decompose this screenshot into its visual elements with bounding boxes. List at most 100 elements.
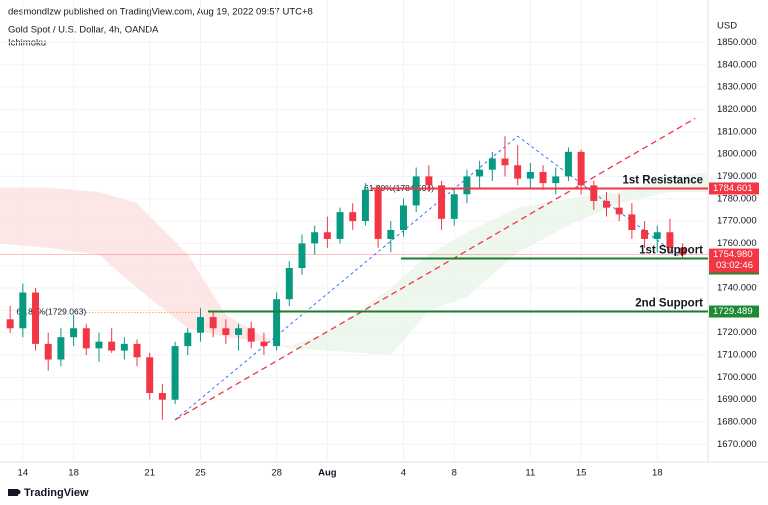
trend-line	[174, 135, 683, 421]
candle-body	[196, 317, 204, 333]
candle-body	[666, 232, 674, 248]
y-tick-label: 1790.000	[717, 171, 757, 182]
x-tick-label: 21	[144, 468, 155, 479]
candle-body	[577, 151, 585, 186]
candle-body	[298, 243, 306, 268]
candle-body	[95, 341, 103, 349]
cloud	[187, 254, 226, 338]
publisher: desmondlzw published on TradingView.com,…	[8, 7, 313, 18]
candle-body	[412, 176, 420, 206]
level-label: 2nd Support	[635, 298, 703, 310]
y-tick-label: 1850.000	[717, 37, 757, 48]
cloud	[517, 198, 569, 253]
price-box	[709, 182, 759, 195]
candle-body	[425, 176, 433, 186]
cloud	[289, 332, 328, 351]
y-tick-label: 1760.000	[717, 238, 757, 249]
cloud	[327, 288, 391, 356]
candle-body	[32, 292, 40, 344]
candle-body	[399, 205, 407, 230]
cloud	[669, 171, 708, 193]
candle-body	[615, 207, 623, 215]
candle-body	[273, 299, 281, 347]
candle-body	[653, 232, 661, 239]
candle-body	[590, 185, 598, 201]
y-tick-label: 1740.000	[717, 283, 757, 294]
candle-body	[539, 171, 547, 184]
candle-body	[235, 328, 243, 335]
symbol-title: Gold Spot / U.S. Dollar, 4h, OANDA	[8, 25, 159, 36]
candle-body	[44, 343, 52, 360]
candle-body	[108, 341, 116, 351]
fib-label: 61.80%(1729.063)	[16, 307, 86, 317]
trend-line	[174, 117, 696, 421]
candle-body	[209, 317, 217, 329]
x-tick-label: 28	[271, 468, 282, 479]
x-tick-label: 4	[401, 468, 406, 479]
y-tick-label: 1700.000	[717, 372, 757, 383]
price-box	[709, 305, 759, 318]
brand: TradingView	[24, 487, 89, 499]
candle-body	[463, 176, 471, 195]
cloud	[619, 176, 670, 204]
candle-body	[222, 328, 230, 335]
candle-body	[184, 332, 192, 347]
candle-body	[146, 357, 154, 394]
cloud	[0, 187, 49, 248]
countdown: 03:02:46	[716, 260, 753, 271]
y-unit: USD	[717, 21, 737, 32]
candle-body	[488, 158, 496, 170]
y-tick-label: 1670.000	[717, 439, 757, 450]
candle-body	[70, 328, 78, 338]
y-tick-label: 1800.000	[717, 149, 757, 160]
cloud	[466, 207, 518, 297]
x-tick-label: 25	[195, 468, 206, 479]
y-tick-label: 1830.000	[717, 82, 757, 93]
cloud	[428, 232, 467, 311]
candle-body	[336, 212, 344, 239]
candle-body	[628, 214, 636, 230]
candle-body	[133, 343, 141, 358]
cloud	[137, 203, 188, 329]
candle-body	[349, 212, 357, 222]
candle-body	[438, 185, 446, 219]
candle-body	[641, 230, 649, 239]
y-tick-label: 1770.000	[717, 216, 757, 227]
price-box-label: 1784.601	[713, 183, 753, 194]
level-label: 1st Resistance	[622, 174, 703, 186]
x-tick-label: 8	[452, 468, 457, 479]
candle-body	[19, 292, 27, 329]
candle-body	[679, 247, 687, 255]
candle-body	[323, 232, 331, 239]
cloud	[48, 187, 99, 255]
candle-body	[247, 328, 255, 342]
y-tick-label: 1710.000	[717, 350, 757, 361]
candle-body	[514, 165, 522, 179]
candle-body	[361, 189, 369, 222]
cloud	[225, 314, 264, 342]
candle-body	[564, 151, 572, 177]
level-label: 1st Support	[639, 245, 703, 257]
y-tick-label: 1820.000	[717, 104, 757, 115]
indicator: Ichimoku	[8, 38, 46, 49]
x-tick-label: 11	[525, 468, 535, 479]
candle-body	[285, 267, 293, 300]
y-tick-label: 1690.000	[717, 394, 757, 405]
cloud	[98, 192, 138, 289]
y-tick-label: 1840.000	[717, 59, 757, 70]
x-tick-label: 18	[68, 468, 79, 479]
cloud	[390, 254, 429, 356]
y-tick-label: 1810.000	[717, 126, 757, 137]
x-tick-label: 18	[652, 468, 663, 479]
last-price-label: 1754.980	[713, 249, 753, 260]
candle-body	[311, 232, 319, 244]
x-tick-label: 15	[576, 468, 587, 479]
candle-body	[6, 319, 14, 329]
y-tick-label: 1680.000	[717, 417, 757, 428]
tv-logo	[8, 489, 21, 496]
candle-body	[120, 343, 128, 351]
candle-body	[374, 189, 382, 239]
candle-body	[171, 346, 179, 400]
y-tick-label: 1780.000	[717, 193, 757, 204]
